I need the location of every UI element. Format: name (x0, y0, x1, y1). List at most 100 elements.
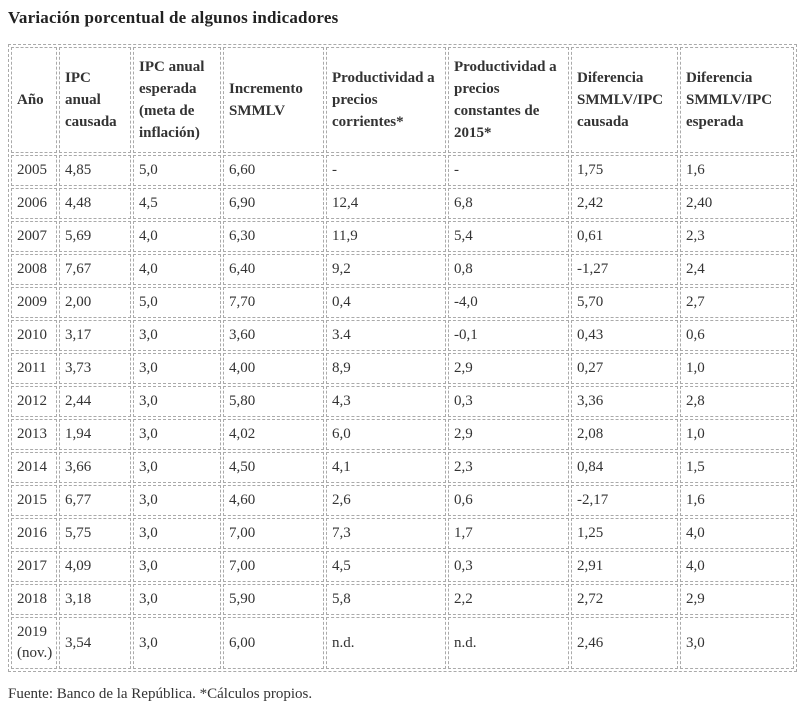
value-cell: 0,6 (448, 485, 569, 516)
year-cell: 2005 (11, 155, 57, 186)
value-cell: 2,08 (571, 419, 678, 450)
year-cell: 2007 (11, 221, 57, 252)
value-cell: - (448, 155, 569, 186)
value-cell: 0,8 (448, 254, 569, 285)
value-cell: 3,73 (59, 353, 131, 384)
year-cell: 2009 (11, 287, 57, 318)
table-row: 2006 4,48 4,5 6,90 12,4 6,8 2,42 2,40 (11, 188, 794, 219)
value-cell: 0,43 (571, 320, 678, 351)
value-cell: 1,0 (680, 353, 794, 384)
value-cell: 3,0 (133, 320, 221, 351)
value-cell: 4,0 (680, 518, 794, 549)
value-cell: 2,3 (680, 221, 794, 252)
value-cell: 6,90 (223, 188, 324, 219)
value-cell: 7,00 (223, 551, 324, 582)
value-cell: 6,77 (59, 485, 131, 516)
value-cell: 5,90 (223, 584, 324, 615)
year-cell: 2010 (11, 320, 57, 351)
value-cell: 2,46 (571, 617, 678, 669)
value-cell: 5,75 (59, 518, 131, 549)
value-cell: 5,8 (326, 584, 446, 615)
value-cell: 2,72 (571, 584, 678, 615)
value-cell: 4,5 (326, 551, 446, 582)
value-cell: 6,00 (223, 617, 324, 669)
value-cell: 4,00 (223, 353, 324, 384)
value-cell: 5,0 (133, 287, 221, 318)
value-cell: 2,7 (680, 287, 794, 318)
table-row: 2016 5,75 3,0 7,00 7,3 1,7 1,25 4,0 (11, 518, 794, 549)
value-cell: 2,9 (680, 584, 794, 615)
value-cell: 3,0 (133, 584, 221, 615)
value-cell: 0,27 (571, 353, 678, 384)
year-cell: 2008 (11, 254, 57, 285)
value-cell: 0,61 (571, 221, 678, 252)
value-cell: 4,1 (326, 452, 446, 483)
year-cell: 2006 (11, 188, 57, 219)
value-cell: 8,9 (326, 353, 446, 384)
value-cell: 5,80 (223, 386, 324, 417)
year-cell: 2013 (11, 419, 57, 450)
value-cell: 5,70 (571, 287, 678, 318)
value-cell: 5,69 (59, 221, 131, 252)
year-cell: 2017 (11, 551, 57, 582)
column-header: Productividad a precios corrientes* (326, 47, 446, 153)
value-cell: 2,6 (326, 485, 446, 516)
value-cell: 2,42 (571, 188, 678, 219)
table-row: 2014 3,66 3,0 4,50 4,1 2,3 0,84 1,5 (11, 452, 794, 483)
value-cell: 6,40 (223, 254, 324, 285)
year-cell: 2018 (11, 584, 57, 615)
value-cell: 2,40 (680, 188, 794, 219)
value-cell: 3,0 (133, 386, 221, 417)
value-cell: 2,2 (448, 584, 569, 615)
table-row: 2011 3,73 3,0 4,00 8,9 2,9 0,27 1,0 (11, 353, 794, 384)
header-row: Año IPC anual causada IPC anual esperada (… (11, 47, 794, 153)
table-row: 2019 (nov.) 3,54 3,0 6,00 n.d. n.d. 2,46 3,0 (11, 617, 794, 669)
value-cell: 4,48 (59, 188, 131, 219)
value-cell: 2,44 (59, 386, 131, 417)
value-cell: 7,67 (59, 254, 131, 285)
column-header: IPC anual causada (59, 47, 131, 153)
value-cell: 1,7 (448, 518, 569, 549)
table-row: 2008 7,67 4,0 6,40 9,2 0,8 -1,27 2,4 (11, 254, 794, 285)
value-cell: 5,0 (133, 155, 221, 186)
value-cell: 9,2 (326, 254, 446, 285)
column-header: Incremento SMMLV (223, 47, 324, 153)
value-cell: 4,0 (133, 221, 221, 252)
value-cell: 4,0 (133, 254, 221, 285)
value-cell: 3,0 (680, 617, 794, 669)
value-cell: 3,54 (59, 617, 131, 669)
value-cell: 4,50 (223, 452, 324, 483)
value-cell: 3,0 (133, 551, 221, 582)
value-cell: 6,30 (223, 221, 324, 252)
table-row: 2012 2,44 3,0 5,80 4,3 0,3 3,36 2,8 (11, 386, 794, 417)
value-cell: 6,60 (223, 155, 324, 186)
value-cell: 4,09 (59, 551, 131, 582)
column-header: Productividad a precios constantes de 20… (448, 47, 569, 153)
value-cell: 3,66 (59, 452, 131, 483)
table-row: 2018 3,18 3,0 5,90 5,8 2,2 2,72 2,9 (11, 584, 794, 615)
indicators-table: Año IPC anual causada IPC anual esperada (… (8, 44, 797, 672)
value-cell: 4,02 (223, 419, 324, 450)
value-cell: 3,0 (133, 617, 221, 669)
value-cell: -2,17 (571, 485, 678, 516)
value-cell: 2,3 (448, 452, 569, 483)
value-cell: 3,60 (223, 320, 324, 351)
value-cell: 11,9 (326, 221, 446, 252)
year-cell: 2016 (11, 518, 57, 549)
table-row: 2017 4,09 3,0 7,00 4,5 0,3 2,91 4,0 (11, 551, 794, 582)
page-title: Variación porcentual de algunos indicado… (8, 8, 339, 27)
value-cell: 0,84 (571, 452, 678, 483)
table-row: 2015 6,77 3,0 4,60 2,6 0,6 -2,17 1,6 (11, 485, 794, 516)
value-cell: 3,0 (133, 518, 221, 549)
value-cell: 2,9 (448, 353, 569, 384)
value-cell: 7,00 (223, 518, 324, 549)
value-cell: n.d. (326, 617, 446, 669)
value-cell: 2,9 (448, 419, 569, 450)
column-header: IPC anual esperada (meta de inflación) (133, 47, 221, 153)
source-note: Fuente: Banco de la República. *Cálculos… (8, 686, 313, 702)
value-cell: 5,4 (448, 221, 569, 252)
value-cell: 7,3 (326, 518, 446, 549)
value-cell: 4,0 (680, 551, 794, 582)
value-cell: 6,0 (326, 419, 446, 450)
value-cell: 2,4 (680, 254, 794, 285)
